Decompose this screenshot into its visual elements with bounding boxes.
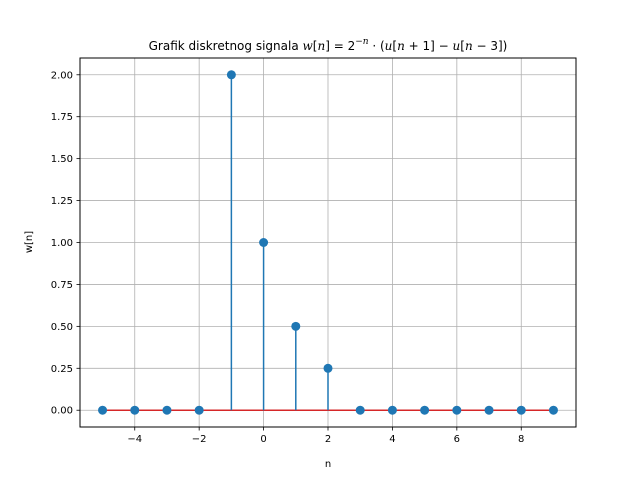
- stem-marker: [516, 405, 526, 415]
- stem-marker: [452, 405, 462, 415]
- y-axis-label: w[n]: [24, 231, 35, 253]
- stems: [230, 74, 329, 411]
- x-tick-label: −2: [192, 434, 207, 445]
- stem-marker: [323, 363, 333, 373]
- stem-marker: [548, 405, 558, 415]
- y-tick-label: 0.75: [51, 280, 73, 291]
- markers: [98, 70, 558, 415]
- x-tick-label: 2: [325, 434, 331, 445]
- x-tick-label: −4: [127, 434, 142, 445]
- x-tick-label: 8: [518, 434, 524, 445]
- stem-marker: [420, 405, 430, 415]
- stem-marker: [259, 238, 269, 247]
- y-tick-label: 1.25: [51, 196, 73, 207]
- stem-marker: [130, 405, 140, 415]
- stem-marker: [484, 405, 494, 415]
- stem-marker: [291, 321, 301, 331]
- chart-title: Grafik diskretnog signala w[n] = 2−n · (…: [149, 37, 508, 53]
- stem-marker: [162, 405, 172, 415]
- x-tick-label: 4: [389, 434, 395, 445]
- x-tick-label: 6: [454, 434, 460, 445]
- grid-lines: [80, 58, 576, 427]
- y-tick-label: 1.00: [51, 238, 73, 249]
- stem-marker: [98, 405, 108, 415]
- y-tick-label: 1.50: [51, 154, 73, 165]
- y-tick-label: 0.50: [51, 322, 73, 333]
- y-tick-label: 2.00: [51, 70, 73, 81]
- y-tick-label: 0.25: [51, 364, 73, 375]
- x-axis-label: n: [325, 459, 331, 470]
- stem-marker: [355, 405, 365, 415]
- x-tick-label: 0: [260, 434, 266, 445]
- stem-marker: [387, 405, 397, 415]
- ticks: −4 −2 0 2 4 6 8 0.00 0.25 0.50 0.75 1.00 1.25 1.50 1.7…: [51, 70, 525, 445]
- stem-marker: [194, 405, 204, 415]
- y-tick-label: 1.75: [51, 112, 73, 123]
- y-tick-label: 0.00: [51, 406, 73, 417]
- stem-marker: [226, 70, 236, 80]
